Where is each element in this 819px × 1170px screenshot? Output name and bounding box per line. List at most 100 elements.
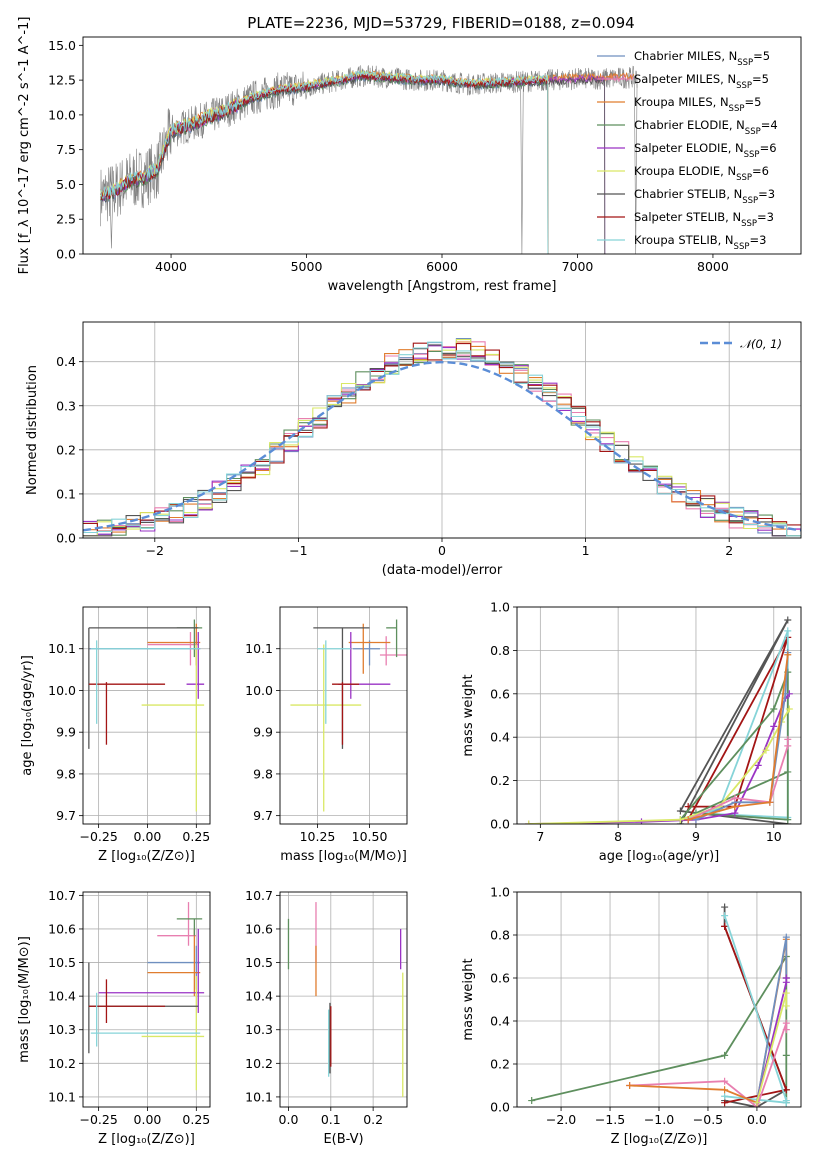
mass-weight-marker — [626, 1082, 634, 1089]
model-spectrum-line — [100, 70, 549, 254]
x-tick-label: −1.0 — [644, 1112, 674, 1127]
model-spectrum-line — [100, 69, 549, 254]
chart-title: PLATE=2236, MJD=53729, FIBERID=0188, z=0… — [247, 14, 634, 32]
y-tick-label: 10.6 — [48, 921, 76, 936]
y-tick-label: 9.7 — [253, 808, 273, 823]
model-spectrum-line — [100, 72, 606, 254]
y-tick-label: 10.7 — [245, 888, 273, 903]
y-tick-label: 0.4 — [56, 354, 76, 369]
x-tick-label: 0.0 — [279, 1112, 299, 1127]
panel-5: −0.25 0.00 0.25 10.1 10.2 10.3 10.4 10.5 10.6 10.… — [17, 888, 211, 1147]
y-tick-label: 10.0 — [48, 107, 76, 122]
mass-weight-marker — [784, 816, 792, 824]
model-spectrum-line — [100, 74, 549, 254]
mass-weight-marker — [721, 1099, 729, 1107]
mass-weight-marker — [784, 742, 792, 750]
mass-weight-marker — [782, 989, 790, 997]
x-tick-label: −2 — [146, 543, 164, 558]
mass-weight-marker — [782, 1026, 790, 1034]
mass-weight-marker — [782, 1099, 790, 1107]
residual-histogram — [83, 341, 801, 537]
y-tick-label: 10.1 — [245, 641, 273, 656]
panel-1: −2 −1 0 1 2 0.0 0.1 0.2 0.3 0.4 (data-model)/error… — [25, 321, 802, 578]
legend-entry: Salpeter MILES, NSSP=5 — [634, 72, 769, 91]
mass-weight-marker — [525, 820, 533, 824]
y-tick-label: 1.0 — [490, 885, 510, 900]
mass-weight-marker — [785, 705, 793, 713]
y-tick-label: 15.0 — [48, 38, 76, 53]
legend-entry: Kroupa STELIB, NSSP=3 — [634, 233, 766, 252]
y-tick-label: 9.9 — [56, 725, 76, 740]
x-tick-label: 9 — [692, 829, 700, 844]
panel-3: 10.25 10.50 9.7 9.8 9.9 10.0 10.1 mass [log₁₀(M… — [245, 606, 408, 864]
plot-area — [88, 902, 205, 1091]
legend-entry: Kroupa ELODIE, NSSP=6 — [634, 164, 769, 183]
y-tick-label: 10.0 — [245, 683, 273, 698]
model-spectrum-line — [100, 74, 549, 254]
x-tick-label: 0.2 — [363, 1112, 383, 1127]
y-tick-label: 10.5 — [245, 955, 273, 970]
model-spectrum-line — [100, 74, 606, 254]
y-tick-label: 10.1 — [48, 1089, 76, 1104]
x-tick-label: −0.25 — [79, 1112, 117, 1127]
plot-area — [100, 65, 638, 254]
mass-weight-marker — [784, 768, 792, 776]
axes-frame — [82, 891, 211, 1108]
mass-weight-marker — [684, 816, 692, 824]
mass-weight-marker — [676, 807, 684, 815]
y-tick-label: 10.6 — [245, 921, 273, 936]
y-tick-label: 0.8 — [490, 643, 510, 658]
x-axis-label: Z [log₁₀(Z/Z⊙)] — [98, 1132, 195, 1147]
mass-weight-marker — [731, 794, 739, 802]
y-tick-label: 12.5 — [48, 73, 76, 88]
legend-entry: Salpeter STELIB, NSSP=3 — [634, 210, 774, 229]
legend-entry: 𝒩(0, 1) — [740, 337, 782, 351]
mass-weight-marker — [731, 803, 739, 811]
mass-weight-marker — [637, 818, 645, 824]
y-tick-label: 10.3 — [245, 1022, 273, 1037]
y-tick-label: 0.0 — [490, 817, 510, 832]
x-axis-label: Z [log₁₀(Z/Z⊙)] — [611, 1132, 708, 1147]
x-tick-label: 1 — [582, 543, 590, 558]
mass-weight-marker — [784, 616, 792, 624]
y-tick-label: 10.1 — [48, 641, 76, 656]
axes-frame — [82, 321, 802, 539]
x-tick-label: 10.25 — [300, 829, 336, 844]
legend-entry: Kroupa MILES, NSSP=5 — [634, 95, 761, 114]
x-tick-label: 0.25 — [182, 829, 210, 844]
x-axis-label: wavelength [Angstrom, rest frame] — [328, 279, 557, 294]
mass-weight-marker — [784, 651, 792, 659]
panel-0: 4000 5000 6000 7000 8000 0.0 2.5 5.0 7.5 10.0 12.5… — [17, 14, 802, 294]
y-tick-label: 10.3 — [48, 1022, 76, 1037]
mass-weight-marker — [782, 1051, 790, 1059]
mass-weight-marker — [721, 1051, 729, 1059]
plot-area — [525, 616, 793, 824]
mass-weight-marker — [770, 705, 778, 713]
y-tick-label: 0.8 — [490, 928, 510, 943]
y-tick-label: 1.0 — [490, 600, 510, 615]
axes-frame — [516, 891, 802, 1108]
y-tick-label: 5.0 — [56, 177, 76, 192]
y-tick-label: 0.0 — [56, 531, 76, 546]
mass-weight-marker — [721, 1077, 729, 1085]
mass-weight-marker — [721, 1092, 729, 1100]
x-tick-label: 10.50 — [352, 829, 388, 844]
y-tick-label: 0.0 — [490, 1100, 510, 1115]
axes-frame — [82, 36, 802, 255]
mass-weight-line — [528, 708, 791, 824]
panel-4: 7 8 9 10 0.0 0.2 0.4 0.6 0.8 1.0 age [log₁₀(age/yr… — [461, 600, 802, 864]
mass-weight-marker — [676, 816, 684, 824]
legend-entry: Salpeter ELODIE, NSSP=6 — [634, 141, 777, 160]
y-tick-label: 10.2 — [245, 1056, 273, 1071]
y-tick-label: 7.5 — [56, 142, 76, 157]
y-tick-label: 0.2 — [490, 1057, 510, 1072]
y-tick-label: 9.8 — [56, 766, 76, 781]
x-tick-label: −2.0 — [546, 1112, 576, 1127]
y-axis-label: Normed distribution — [25, 365, 40, 495]
data-dip — [520, 81, 524, 254]
y-tick-label: 10.5 — [48, 955, 76, 970]
plot-area — [528, 903, 790, 1107]
mass-weight-marker — [782, 974, 790, 982]
plot-area — [83, 338, 801, 537]
mass-weight-marker — [784, 735, 792, 743]
